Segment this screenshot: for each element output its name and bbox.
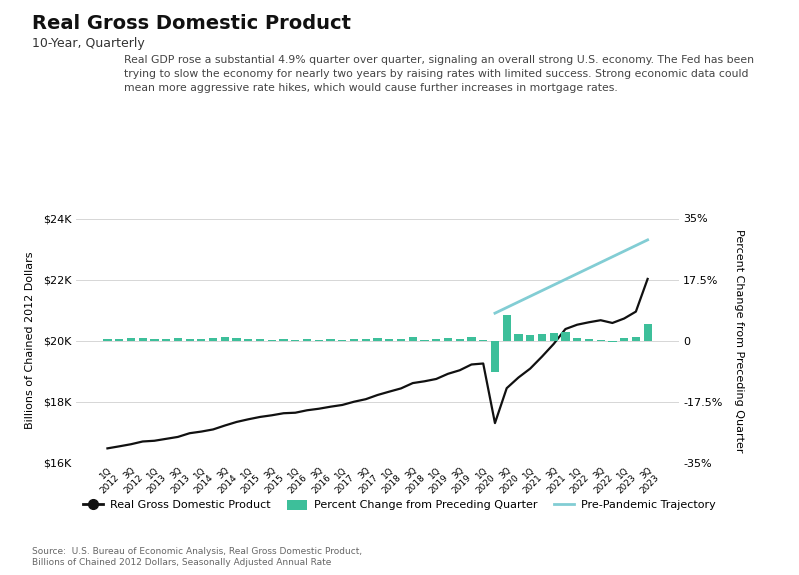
Bar bbox=[467, 337, 475, 340]
Bar bbox=[550, 334, 558, 340]
Bar bbox=[327, 339, 335, 340]
Bar bbox=[197, 339, 205, 340]
Bar bbox=[444, 338, 452, 340]
Text: 10-Year, Quarterly: 10-Year, Quarterly bbox=[32, 37, 145, 51]
Bar bbox=[103, 339, 112, 340]
Text: Source:  U.S. Bureau of Economic Analysis, Real Gross Domestic Product,: Source: U.S. Bureau of Economic Analysis… bbox=[32, 547, 362, 557]
Bar bbox=[397, 339, 405, 340]
Bar bbox=[362, 339, 370, 340]
Bar bbox=[526, 335, 535, 340]
Bar bbox=[573, 338, 581, 340]
Bar bbox=[562, 332, 570, 340]
Bar bbox=[408, 337, 417, 340]
Bar bbox=[350, 339, 358, 340]
Bar bbox=[280, 339, 288, 340]
Bar bbox=[515, 334, 523, 340]
Text: mean more aggressive rate hikes, which would cause further increases in mortgage: mean more aggressive rate hikes, which w… bbox=[124, 83, 618, 93]
Bar bbox=[373, 338, 382, 340]
Bar bbox=[221, 337, 229, 340]
Legend: Real Gross Domestic Product, Percent Change from Preceding Quarter, Pre-Pandemic: Real Gross Domestic Product, Percent Cha… bbox=[79, 495, 720, 515]
Bar bbox=[244, 339, 252, 340]
Bar bbox=[256, 339, 264, 340]
Bar bbox=[303, 339, 311, 340]
Text: Real Gross Domestic Product: Real Gross Domestic Product bbox=[32, 14, 351, 33]
Bar bbox=[138, 338, 147, 340]
Y-axis label: Billions of Chained 2012 Dollars: Billions of Chained 2012 Dollars bbox=[25, 252, 35, 430]
Text: trying to slow the economy for nearly two years by raising rates with limited su: trying to slow the economy for nearly tw… bbox=[124, 69, 749, 79]
Text: Real GDP rose a substantial 4.9% quarter over quarter, signaling an overall stro: Real GDP rose a substantial 4.9% quarter… bbox=[124, 55, 753, 64]
Text: Billions of Chained 2012 Dollars, Seasonally Adjusted Annual Rate: Billions of Chained 2012 Dollars, Season… bbox=[32, 558, 332, 567]
Bar bbox=[162, 339, 170, 340]
Bar bbox=[620, 338, 628, 340]
Y-axis label: Percent Change from Preceding Quarter: Percent Change from Preceding Quarter bbox=[733, 229, 744, 453]
Bar bbox=[209, 338, 217, 340]
Bar bbox=[455, 339, 464, 340]
Bar bbox=[503, 315, 511, 340]
Bar bbox=[432, 339, 440, 340]
Bar bbox=[233, 338, 240, 340]
Bar bbox=[127, 338, 135, 340]
Bar bbox=[491, 340, 499, 373]
Bar bbox=[174, 338, 182, 340]
Bar bbox=[150, 339, 158, 340]
Bar bbox=[185, 339, 193, 340]
Bar bbox=[608, 340, 617, 343]
Bar bbox=[585, 339, 593, 340]
Bar bbox=[115, 339, 123, 340]
Bar bbox=[632, 337, 640, 340]
Bar bbox=[385, 339, 393, 340]
Bar bbox=[538, 334, 546, 340]
Bar bbox=[643, 324, 652, 340]
